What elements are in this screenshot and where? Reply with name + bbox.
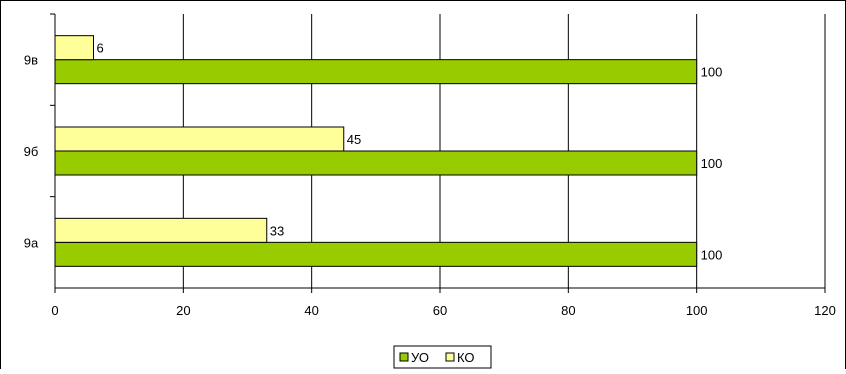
axes: 0 20 40 60 80 100 120 9а 9б 9в xyxy=(24,13,836,318)
bar-uo xyxy=(54,150,698,176)
bar-ko xyxy=(54,217,268,243)
x-tick-label: 60 xyxy=(433,303,447,318)
data-label-ko: 45 xyxy=(347,132,361,147)
bars xyxy=(54,35,698,267)
data-label-uo: 100 xyxy=(701,65,723,80)
legend-label: КО xyxy=(457,350,475,365)
category-label: 9в xyxy=(24,53,38,68)
legend: УО КО xyxy=(393,345,492,369)
x-tick-label: 20 xyxy=(176,303,190,318)
category-label: 9б xyxy=(24,144,39,159)
legend-swatch xyxy=(399,352,409,362)
bar-ko xyxy=(54,35,94,61)
legend-label: УО xyxy=(411,350,429,365)
x-tick-label: 0 xyxy=(51,303,58,318)
x-tick-label: 100 xyxy=(686,303,708,318)
legend-box xyxy=(393,345,492,369)
data-label-uo: 100 xyxy=(701,156,723,171)
data-label-uo: 100 xyxy=(701,247,723,262)
bar-uo xyxy=(54,59,698,85)
data-labels: 100 33 100 45 100 6 xyxy=(97,41,723,263)
bar-uo xyxy=(54,241,698,267)
data-label-ko: 6 xyxy=(97,41,104,56)
data-label-ko: 33 xyxy=(270,223,284,238)
legend-swatch xyxy=(445,352,455,362)
x-tick-label: 120 xyxy=(814,303,836,318)
bar-ko xyxy=(54,126,345,152)
x-tick-label: 80 xyxy=(561,303,575,318)
x-tick-label: 40 xyxy=(304,303,318,318)
category-label: 9а xyxy=(24,235,39,250)
